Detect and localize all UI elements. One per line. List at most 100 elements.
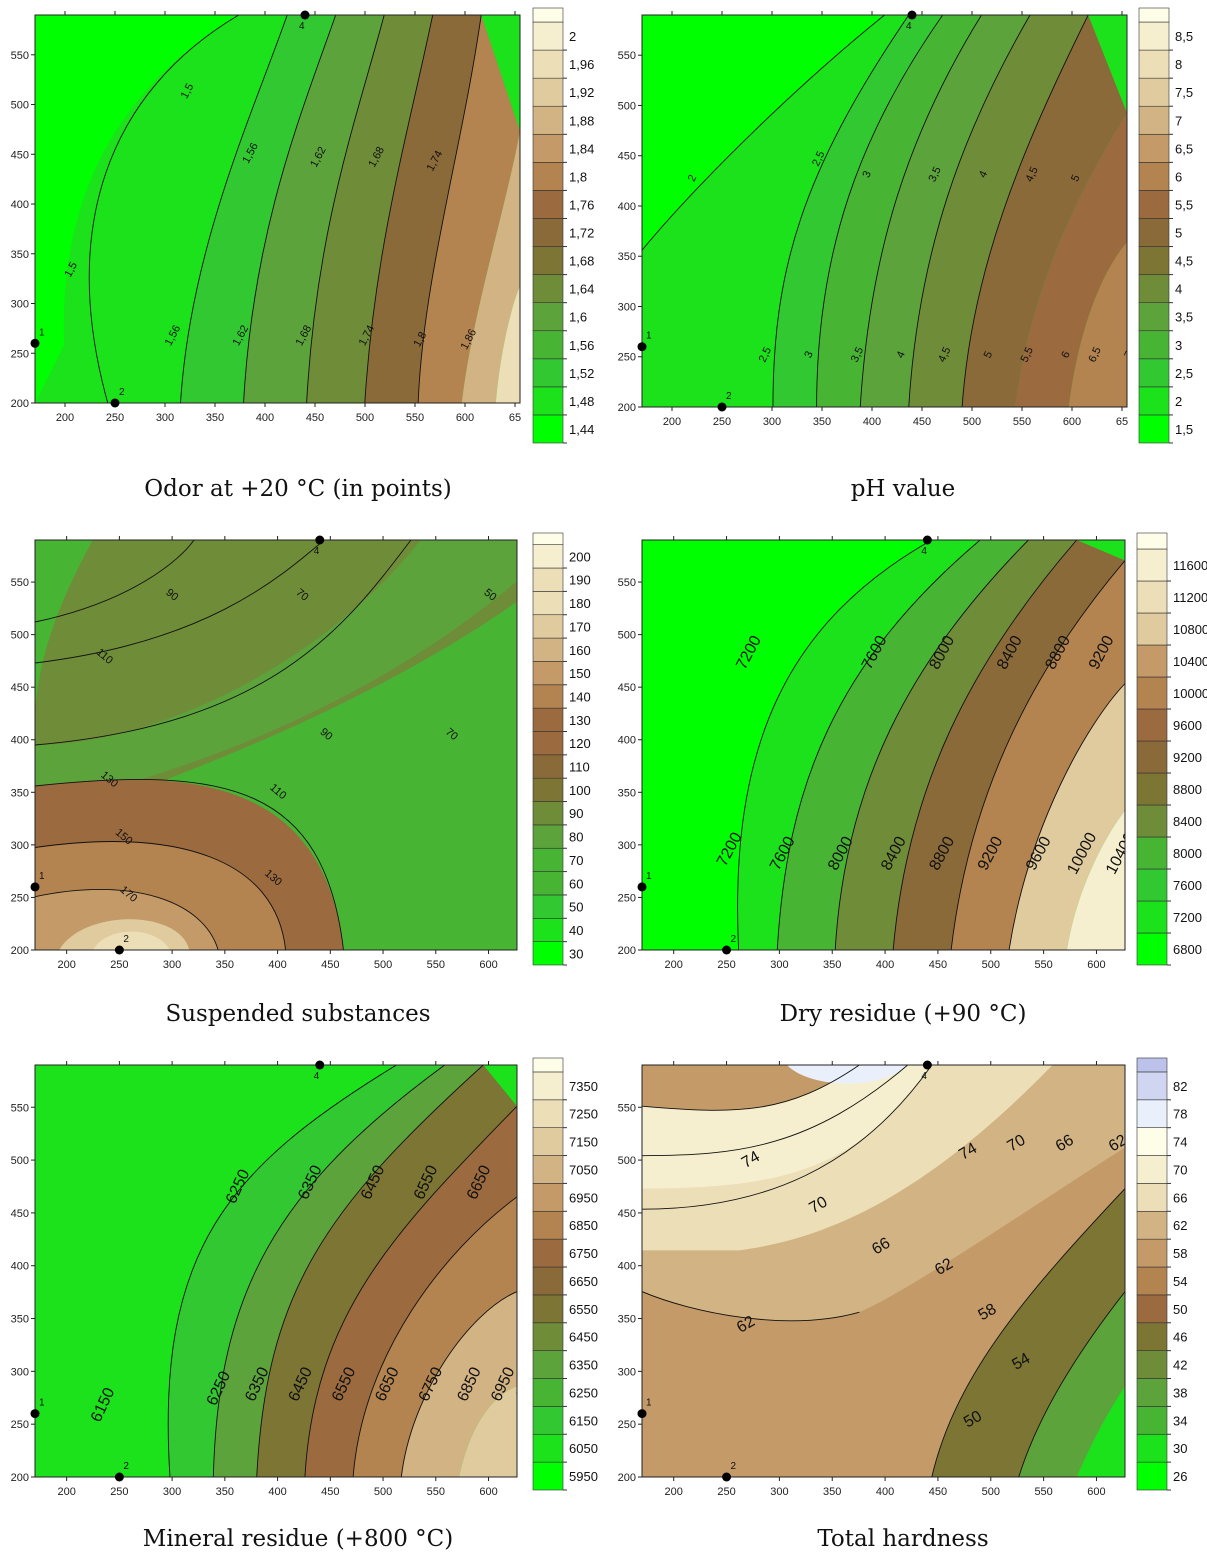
contour-label: 6 [1059, 349, 1072, 360]
colorbar-label: 82 [1173, 1079, 1187, 1094]
contour-line [737, 540, 933, 950]
y-tick-label: 300 [618, 840, 636, 852]
colorbar-label: 4,5 [1175, 254, 1193, 269]
contour-band [1068, 242, 1127, 407]
contour-band [1009, 683, 1125, 950]
contour-line [642, 1065, 908, 1157]
contour-band [1015, 113, 1127, 407]
contour-band [495, 286, 520, 403]
colorbar-swatch [532, 1322, 564, 1351]
colorbar-swatch [1136, 644, 1168, 678]
design-point [907, 10, 917, 20]
colorbar-label: 7350 [569, 1079, 598, 1094]
colorbar-swatch [532, 1071, 564, 1101]
design-point [114, 1472, 124, 1482]
contour-line [35, 540, 195, 623]
x-tick-label: 600 [479, 959, 497, 971]
chart-panel-hardness: 74 70 66 62 74 70 66 62 58 54 50 62 200 250 300 350 400 4… [604, 1050, 1204, 1510]
x-tick-label: 250 [110, 959, 128, 971]
x-tick-label: 250 [717, 1486, 735, 1498]
design-point-label: 2 [123, 934, 129, 945]
colorbar-label: 38 [1173, 1385, 1187, 1400]
contour-band [642, 1065, 1053, 1251]
contour-label: 62 [932, 1255, 956, 1279]
design-point-label: 4 [921, 546, 927, 557]
colorbar-swatch [532, 567, 564, 592]
colorbar-label: 2 [569, 29, 576, 44]
x-tick-label: 350 [206, 412, 224, 424]
y-tick-label: 350 [11, 249, 29, 261]
colorbar-swatch [1136, 1099, 1168, 1128]
colorbar-swatch [532, 917, 564, 942]
colorbar-label: 8,5 [1175, 29, 1193, 44]
colorbar-swatch [1136, 1155, 1168, 1184]
contour-band [35, 1065, 397, 1477]
x-tick-label: 500 [356, 412, 374, 424]
contour-line [417, 15, 482, 403]
x-tick-label: 600 [1063, 416, 1081, 428]
x-tick-label: 400 [876, 1486, 894, 1498]
contour-line [35, 889, 219, 950]
colorbar-label: 6850 [569, 1218, 598, 1233]
colorbar-label: 66 [1173, 1190, 1187, 1205]
contour-band [304, 1106, 517, 1477]
colorbar-swatch [1136, 772, 1168, 806]
colorbar-label: 10400 [1173, 654, 1207, 669]
x-tick-label: 450 [321, 1486, 339, 1498]
colorbar-label: 140 [569, 689, 591, 704]
colorbar-label: 1,5 [1175, 422, 1193, 437]
colorbar-label: 6250 [569, 1385, 598, 1400]
x-tick-label: 300 [770, 1486, 788, 1498]
colorbar-swatch [532, 1099, 564, 1128]
contour-label: 7 [1122, 349, 1135, 360]
colorbar-label: 7 [1175, 113, 1182, 128]
colorbar-label: 60 [569, 876, 583, 891]
colorbar-swatch [1138, 246, 1170, 275]
y-tick-label: 250 [11, 892, 29, 904]
colorbar-label: 6750 [569, 1246, 598, 1261]
colorbar-label: 26 [1173, 1469, 1187, 1484]
colorbar-swatch [1136, 836, 1168, 870]
colorbar-swatch [1136, 1183, 1168, 1212]
contour-band [835, 540, 1077, 950]
colorbar-swatch [532, 330, 564, 360]
colorbar-swatch [1138, 330, 1170, 360]
x-tick-label: 65 [509, 412, 521, 424]
contour-band [908, 15, 1089, 407]
colorbar-swatch [532, 133, 564, 163]
x-tick-label: 450 [321, 959, 339, 971]
colorbar-label: 5,5 [1175, 197, 1193, 212]
design-point-label: 2 [123, 1461, 129, 1472]
colorbar-swatch [532, 49, 564, 79]
y-tick-label: 250 [11, 1419, 29, 1431]
y-tick-label: 200 [11, 1472, 29, 1484]
design-point-label: 1 [39, 1398, 45, 1409]
colorbar-swatch [532, 637, 564, 662]
colorbar-swatch [1138, 49, 1170, 79]
y-tick-label: 350 [618, 1314, 636, 1326]
x-tick-label: 500 [374, 1486, 392, 1498]
contour-line [642, 1065, 860, 1111]
design-point-label: 2 [731, 934, 737, 945]
x-tick-label: 500 [982, 959, 1000, 971]
design-point [637, 882, 647, 892]
colorbar-label: 190 [569, 573, 591, 588]
colorbar-label: 1,8 [569, 169, 587, 184]
colorbar-label: 1,88 [569, 113, 594, 128]
colorbar-label: 1,64 [569, 282, 594, 297]
contour-line [306, 15, 385, 403]
colorbar-label: 30 [569, 946, 583, 961]
contour-line [1008, 683, 1125, 950]
design-point [722, 1472, 732, 1482]
colorbar-swatch [532, 801, 564, 826]
x-tick-label: 200 [57, 959, 75, 971]
colorbar-label: 9600 [1173, 718, 1202, 733]
colorbar-swatch [1136, 932, 1168, 966]
contour-line [961, 15, 1089, 407]
colorbar-swatch [532, 1406, 564, 1435]
colorbar-label: 1,96 [569, 57, 594, 72]
colorbar-swatch [532, 871, 564, 896]
contour-line [642, 15, 885, 251]
y-tick-label: 550 [618, 1102, 636, 1114]
